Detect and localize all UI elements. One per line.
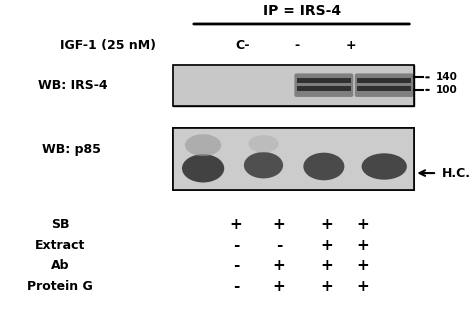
Text: Protein G: Protein G [27, 280, 93, 293]
Ellipse shape [303, 153, 345, 180]
Ellipse shape [244, 152, 283, 178]
FancyBboxPatch shape [355, 73, 414, 97]
Text: +: + [346, 40, 356, 52]
Text: +: + [273, 279, 285, 294]
Text: H.C.: H.C. [441, 166, 471, 180]
Text: +: + [356, 217, 369, 232]
Text: +: + [320, 217, 333, 232]
Text: IP = IRS-4: IP = IRS-4 [263, 4, 341, 18]
Bar [173, 65, 233, 106]
Text: 100: 100 [436, 85, 458, 95]
Bar [297, 78, 351, 83]
Bar [354, 128, 414, 190]
Text: +: + [356, 258, 369, 273]
Text: -: - [294, 40, 300, 52]
Ellipse shape [248, 135, 279, 153]
Text: WB: IRS-4: WB: IRS-4 [37, 79, 107, 92]
Bar [173, 65, 414, 106]
Bar [233, 65, 294, 106]
Text: +: + [230, 217, 243, 232]
Text: +: + [320, 258, 333, 273]
Text: SB: SB [51, 218, 69, 232]
Bar [357, 86, 411, 91]
FancyBboxPatch shape [173, 65, 414, 106]
Text: +: + [320, 238, 333, 253]
Text: Extract: Extract [35, 239, 85, 252]
Text: +: + [273, 258, 285, 273]
Bar [173, 128, 414, 190]
Text: 140: 140 [436, 72, 458, 82]
Bar [297, 86, 351, 91]
Bar [173, 128, 414, 190]
Bar [233, 128, 294, 190]
Ellipse shape [182, 154, 224, 183]
Ellipse shape [185, 134, 221, 156]
Text: -: - [233, 258, 239, 273]
FancyBboxPatch shape [294, 73, 353, 97]
Text: Ab: Ab [51, 259, 69, 272]
Text: +: + [356, 238, 369, 253]
Text: +: + [356, 279, 369, 294]
Bar [294, 128, 354, 190]
Text: +: + [273, 217, 285, 232]
Text: +: + [320, 279, 333, 294]
Text: -: - [276, 238, 282, 253]
Text: IGF-1 (25 nM): IGF-1 (25 nM) [60, 40, 156, 52]
Text: WB: p85: WB: p85 [42, 143, 101, 156]
Bar [294, 65, 354, 106]
Text: -: - [233, 279, 239, 294]
Bar [357, 78, 411, 83]
Text: -: - [233, 238, 239, 253]
Text: C-: C- [236, 40, 250, 52]
Bar [354, 65, 414, 106]
Bar [173, 128, 233, 190]
Ellipse shape [362, 153, 407, 180]
